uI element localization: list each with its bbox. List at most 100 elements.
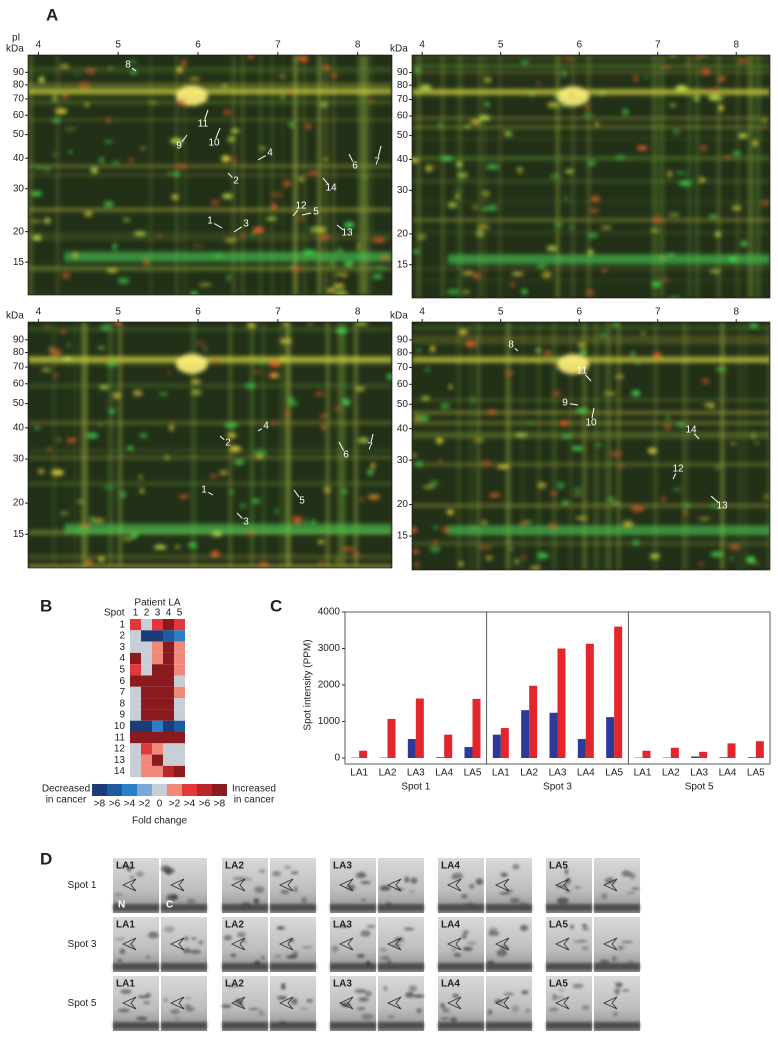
spot-blob: [429, 480, 439, 487]
thumb-spot: [119, 948, 126, 955]
thumb-spot: [405, 991, 414, 998]
thumb-spot: [356, 1007, 366, 1011]
x-tick-label: LA4: [435, 768, 453, 779]
spot-blob: [584, 105, 591, 110]
spot-blob: [288, 122, 294, 128]
thumb-spot: [253, 886, 265, 894]
streak: [341, 322, 344, 568]
band: [28, 266, 392, 269]
thumb-band: [113, 963, 159, 970]
thumb-spot: [621, 989, 630, 992]
thumb-band: [546, 1022, 592, 1029]
spot-blob: [258, 562, 269, 568]
spot-blob: [708, 95, 721, 101]
spot-blob: [226, 433, 237, 438]
spot-blob: [470, 397, 475, 403]
thumb-spot: [290, 871, 299, 875]
spot-blob: [683, 502, 691, 509]
spot-blob: [610, 451, 622, 457]
legend-title: Fold change: [132, 816, 187, 827]
spot-blob: [416, 461, 423, 467]
spot-blob: [51, 469, 64, 476]
spot-blob: [481, 460, 492, 467]
thumbnail-features: [438, 993, 484, 1029]
spot-blob: [291, 265, 301, 273]
spot-blob: [414, 67, 422, 74]
legend-swatch: [182, 784, 197, 796]
spot-blob: [251, 371, 263, 374]
spot-thumbnail: [113, 858, 159, 913]
thumb-spot: [171, 893, 178, 900]
spot-blob: [549, 522, 558, 530]
spot-label: 1: [207, 216, 213, 227]
thumb-spot: [232, 877, 245, 880]
spot-blob: [521, 60, 530, 65]
spot-blob: [582, 113, 594, 117]
streak: [651, 55, 656, 298]
thumbnail-features: [546, 983, 592, 1029]
streak: [571, 55, 574, 298]
spot-blob: [412, 548, 420, 555]
spot-blob: [631, 390, 641, 397]
spot-thumbnail: [546, 858, 592, 913]
spot-blob: [64, 127, 77, 130]
thumb-spot: [160, 865, 171, 872]
heatmap-cell: [174, 619, 185, 631]
spot-blob: [209, 474, 218, 478]
y-tick-label: 15: [13, 257, 25, 268]
panel-label: A: [46, 5, 58, 24]
heatmap-cell: [163, 630, 174, 642]
spot-blob: [230, 128, 240, 134]
spot-blob: [683, 510, 688, 516]
spot-blob: [417, 416, 430, 421]
spot-label: 14: [325, 183, 337, 194]
band: [412, 201, 770, 203]
spot-blob: [429, 545, 441, 553]
row-label: 8: [119, 698, 125, 709]
row-label: 7: [119, 687, 125, 698]
spot-blob: [119, 491, 127, 498]
spot-blob: [662, 278, 670, 282]
band: [412, 431, 770, 435]
thumb-spot: [355, 872, 367, 879]
streak: [737, 322, 742, 570]
spot-blob: [98, 424, 103, 427]
thumb-spot: [117, 1008, 130, 1013]
spot-blob: [97, 556, 105, 562]
band: [28, 207, 392, 212]
x-axis-label: pI: [12, 33, 20, 44]
y-tick-label: 70: [13, 94, 25, 105]
spot-blob: [412, 526, 418, 534]
spot-pointer: [215, 127, 221, 139]
streak: [655, 55, 659, 298]
spot-blob: [307, 322, 313, 325]
spot-blob: [412, 453, 417, 458]
spot-blob: [755, 441, 759, 445]
heatmap-cell: [152, 709, 163, 721]
thumb-spot: [121, 865, 127, 868]
thumb-band: [330, 904, 376, 911]
y-tick-label: 80: [13, 347, 25, 358]
spot-pointer: [236, 512, 243, 519]
spot-blob: [699, 177, 706, 183]
spot-blob: [138, 475, 143, 480]
thumb-band: [161, 904, 207, 911]
band: [28, 421, 392, 425]
thumb-spot: [489, 927, 498, 934]
band: [28, 554, 392, 559]
spot-blob: [103, 140, 114, 144]
thumb-spot: [627, 960, 634, 964]
spot-blob: [370, 99, 375, 103]
thumb-band: [438, 904, 484, 911]
spot-blob: [696, 55, 707, 58]
thumbnail-features: [546, 868, 592, 911]
streak: [659, 55, 665, 298]
spot-blob: [78, 81, 91, 89]
thumb-spot: [572, 983, 584, 989]
thumb-spot: [280, 889, 290, 894]
legend-label: >4: [184, 799, 196, 810]
spot-blob: [614, 374, 625, 380]
thumb-spot: [364, 990, 372, 997]
thumb-spot: [409, 890, 416, 893]
row-label: 3: [119, 642, 125, 653]
